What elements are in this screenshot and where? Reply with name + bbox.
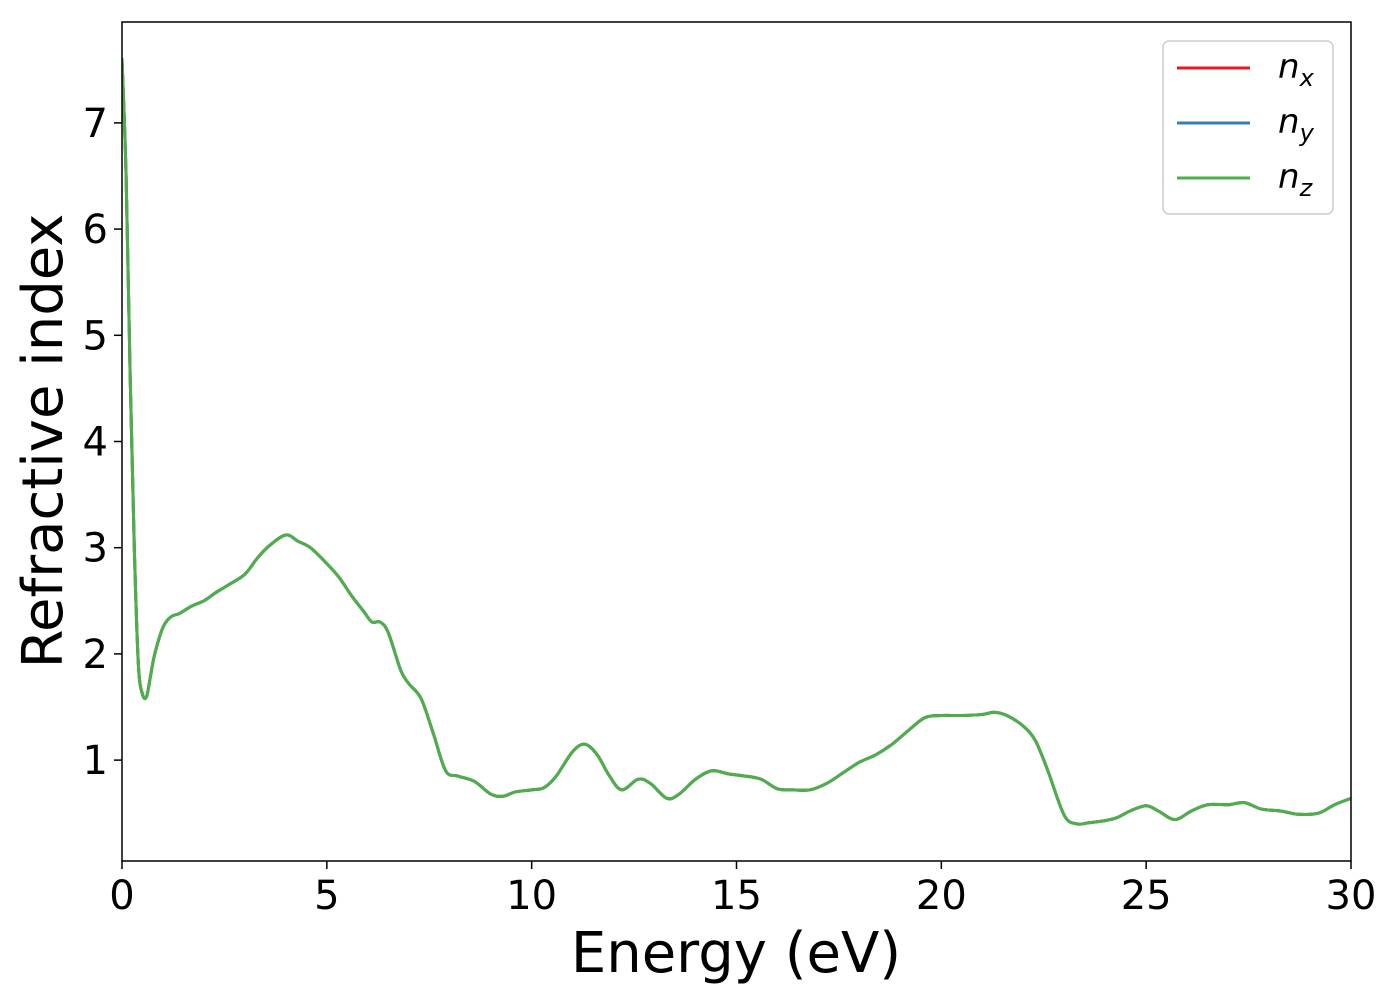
x-tick-label: 10 (506, 873, 557, 919)
y-tick-label: 3 (83, 526, 108, 572)
y-tick-label: 5 (83, 313, 108, 359)
x-tick-label: 15 (711, 873, 762, 919)
series-line-n-z (122, 57, 1351, 826)
plot-layer (122, 57, 1351, 826)
y-tick-label: 7 (83, 101, 108, 147)
x-tick-label: 20 (916, 873, 967, 919)
y-tick-label: 1 (83, 738, 108, 784)
x-tick-label: 0 (109, 873, 134, 919)
y-tick-label: 2 (83, 632, 108, 678)
x-tick-label: 30 (1326, 873, 1377, 919)
legend-box (1162, 40, 1334, 215)
y-axis-title: Refractive index (11, 214, 76, 669)
x-tick-label: 25 (1121, 873, 1172, 919)
x-tick-label: 5 (314, 873, 339, 919)
ticks-layer: 0 5 10 15 20 25 30 1 2 3 4 5 6 7 (83, 101, 1377, 919)
y-tick-label: 6 (83, 207, 108, 253)
y-tick-label: 4 (83, 420, 108, 466)
x-axis-title: Energy (eV) (571, 921, 901, 986)
